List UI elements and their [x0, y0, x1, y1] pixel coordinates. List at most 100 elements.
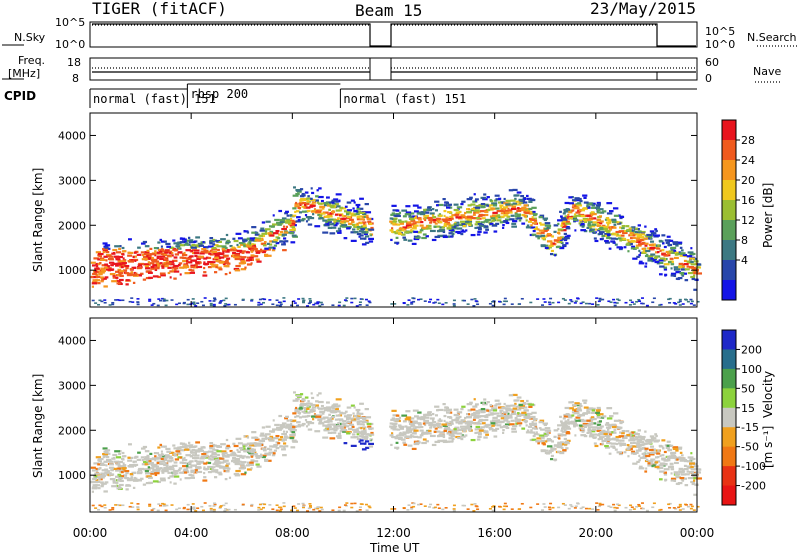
velocity-cell — [532, 417, 535, 420]
power-cell — [430, 220, 433, 223]
power-cell — [392, 209, 399, 212]
power-cell — [262, 244, 267, 247]
power-cell — [115, 251, 122, 254]
velocity-cell — [509, 408, 514, 411]
velocity-cell — [314, 414, 317, 417]
velocity-cell — [690, 468, 696, 471]
velocity-cell — [135, 477, 138, 480]
velocity-cell — [332, 423, 336, 426]
x-axis-title: Time UT — [369, 541, 420, 554]
power-cell — [368, 301, 372, 304]
power-cell — [419, 229, 424, 232]
velocity-cell — [616, 426, 620, 429]
velocity-cell — [167, 476, 171, 480]
velocity-cell — [411, 432, 417, 435]
power-cell — [535, 235, 542, 238]
velocity-cell — [405, 429, 412, 432]
power-cell — [318, 187, 322, 190]
velocity-cell — [681, 508, 685, 510]
velocity-cell — [184, 477, 191, 480]
velocity-cell — [290, 419, 297, 422]
power-cell — [182, 264, 188, 267]
velocity-cell — [363, 427, 366, 430]
power-cell — [603, 234, 607, 237]
power-cell — [603, 227, 608, 231]
power-cell — [418, 218, 422, 221]
power-cell — [689, 252, 696, 256]
power-cell — [450, 217, 454, 220]
velocity-cell — [505, 408, 511, 411]
velocity-cell — [317, 400, 324, 404]
power-cell — [115, 264, 119, 267]
velocity-cell — [216, 445, 222, 448]
power-cell — [641, 247, 646, 250]
power-cell — [446, 235, 451, 238]
velocity-cell — [321, 412, 325, 415]
velocity-cell — [586, 419, 591, 422]
velocity-cell — [127, 456, 131, 459]
power-cell — [401, 209, 408, 212]
velocity-cell — [528, 425, 533, 428]
power-cell — [557, 301, 561, 304]
velocity-cell — [253, 460, 259, 463]
power-cell — [182, 256, 187, 260]
power-cell — [531, 206, 537, 209]
velocity-cell — [544, 429, 551, 432]
power-cell — [526, 194, 529, 198]
velocity-cell — [215, 464, 220, 468]
power-cell — [127, 251, 131, 254]
velocity-cell — [647, 464, 652, 467]
power-cell — [185, 262, 189, 265]
velocity-cell — [674, 458, 677, 461]
velocity-cell — [122, 458, 125, 461]
velocity-cell — [136, 506, 140, 508]
power-cell — [538, 216, 543, 219]
power-cell — [668, 297, 672, 300]
velocity-cell — [169, 451, 175, 454]
velocity-cell — [644, 470, 648, 473]
power-cell — [346, 209, 352, 212]
velocity-cell — [448, 408, 453, 411]
power-cell — [613, 223, 617, 226]
power-cell — [318, 202, 323, 205]
velocity-cell — [98, 476, 105, 479]
velocity-cell — [104, 468, 109, 471]
velocity-cell — [599, 431, 604, 435]
velocity-cell — [645, 509, 649, 512]
velocity-cell — [160, 457, 165, 461]
power-cell — [127, 272, 133, 275]
power-cell — [663, 263, 670, 266]
power-cell — [516, 209, 522, 213]
power-cell — [483, 193, 487, 196]
power-cell — [564, 201, 570, 205]
velocity-cell — [610, 445, 616, 448]
power-cell — [561, 238, 568, 241]
power-cell — [407, 221, 412, 224]
velocity-cell — [674, 473, 681, 476]
power-cell — [673, 274, 677, 277]
power-cell — [275, 229, 280, 233]
velocity-cell — [686, 505, 690, 508]
velocity-cell — [177, 468, 181, 472]
power-cell — [117, 260, 124, 263]
power-cell — [461, 229, 465, 232]
velocity-cell — [543, 434, 548, 438]
power-cell — [546, 232, 552, 236]
power-cell — [593, 231, 596, 234]
power-cell — [476, 303, 480, 306]
velocity-cell — [224, 478, 228, 481]
power-cell — [488, 221, 493, 224]
velocity-cell — [419, 503, 423, 506]
velocity-cell — [191, 503, 195, 505]
velocity-cell — [309, 421, 315, 425]
power-cell — [471, 217, 476, 220]
power-cell — [358, 235, 361, 238]
power-cell — [572, 203, 578, 206]
velocity-cell — [540, 436, 545, 439]
velocity-cell — [398, 416, 402, 419]
power-cell — [313, 208, 317, 211]
velocity-cell — [271, 445, 278, 448]
velocity-cell — [559, 444, 563, 447]
power-cell — [511, 222, 517, 225]
power-cell — [626, 243, 630, 246]
